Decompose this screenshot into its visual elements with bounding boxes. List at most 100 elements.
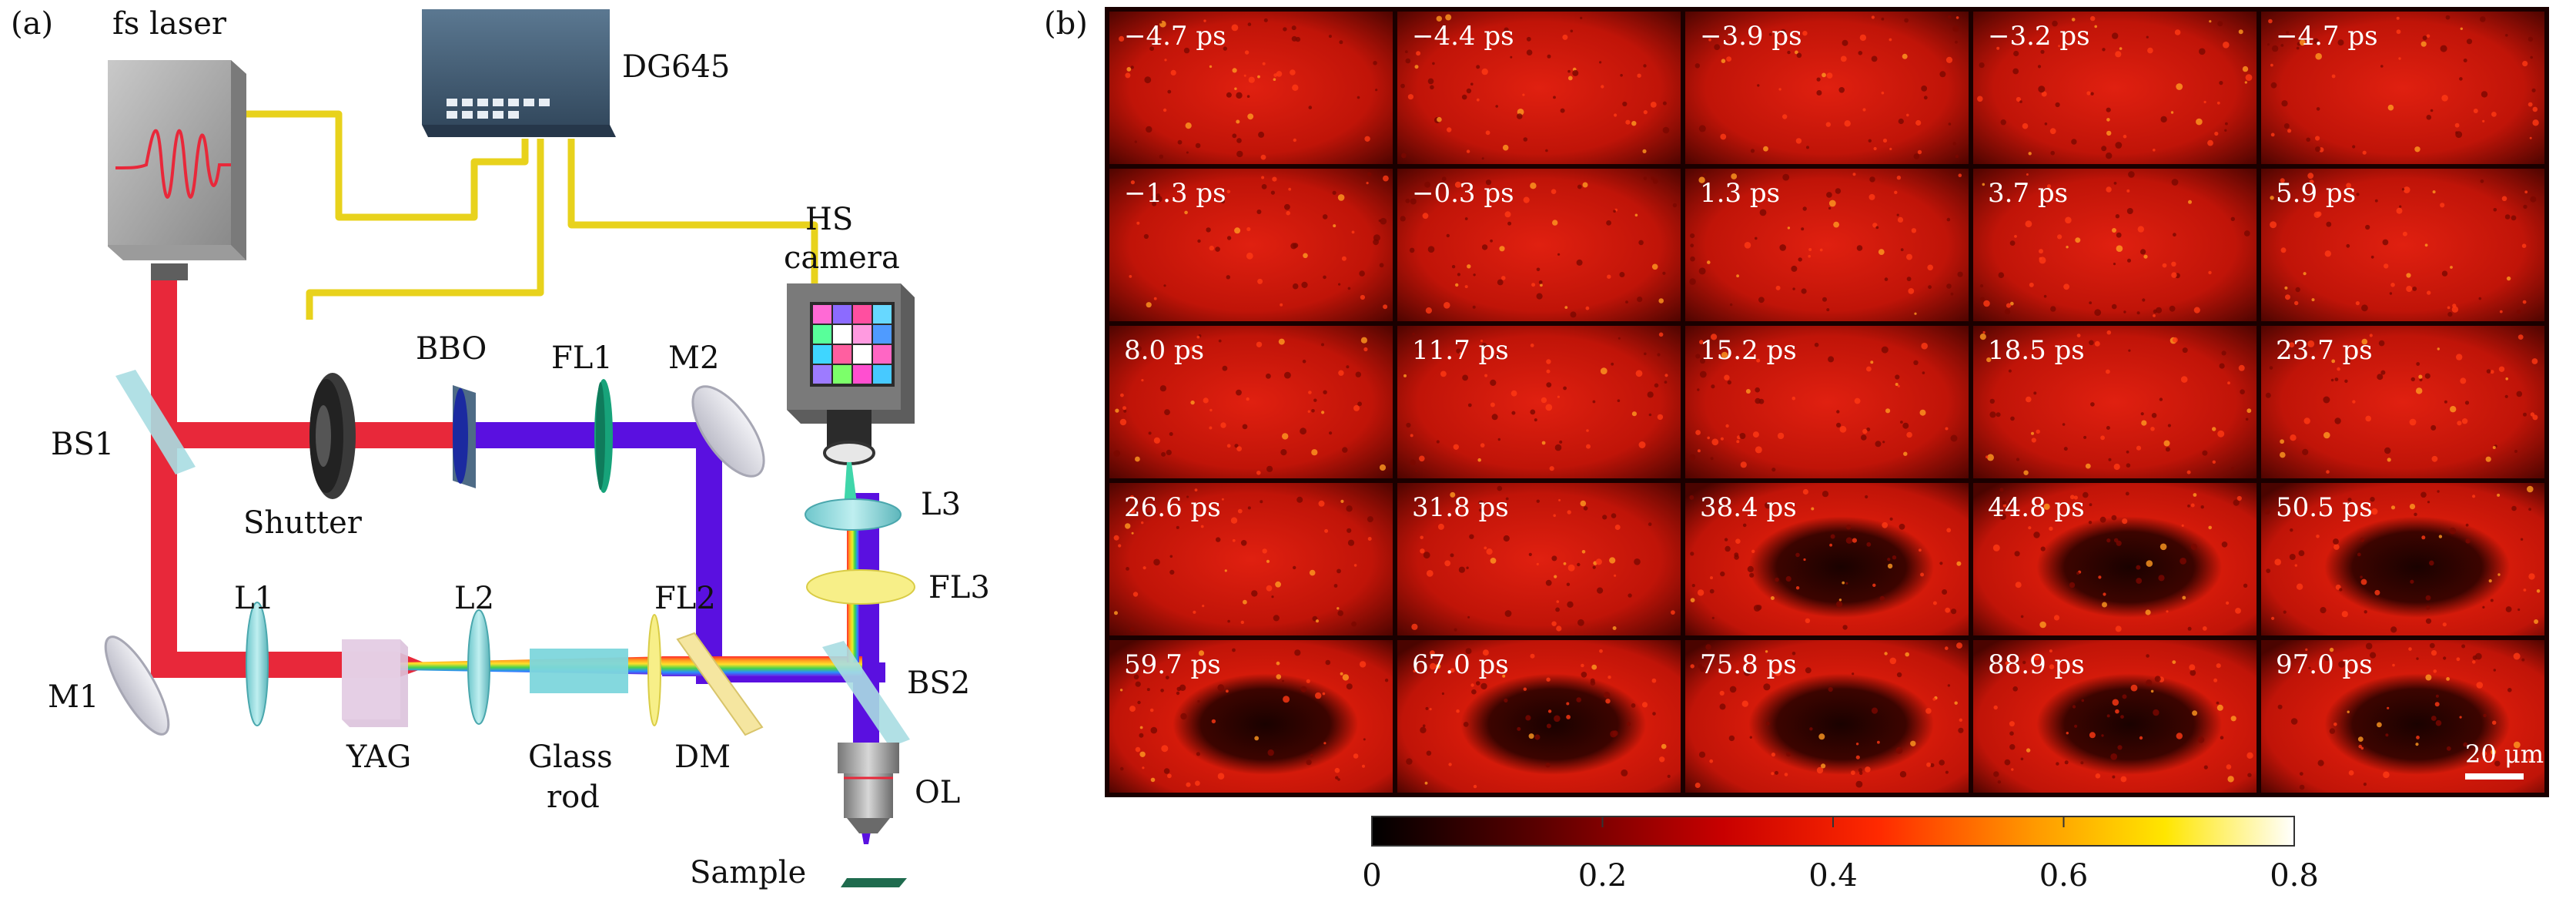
frame-19: 44.8 ps [1969, 478, 2261, 640]
dg645: DG645 [422, 9, 730, 137]
frame-time-label: −1.3 ps [1124, 178, 1226, 209]
colorbar-tick-label: 0.8 [2270, 858, 2319, 894]
frame-time-label: −3.2 ps [1988, 21, 2090, 52]
l1: L1 [234, 581, 274, 726]
frame-time-label: 44.8 ps [1988, 492, 2085, 523]
colorbar-ticks: 0 0.2 0.4 0.6 0.8 [1362, 816, 2319, 894]
frame-6: −1.3 ps [1105, 164, 1397, 326]
frame-time-label: 5.9 ps [2276, 178, 2356, 209]
hs-camera-label-line2: camera [784, 240, 900, 276]
frame-23: 75.8 ps [1681, 635, 1973, 797]
frame-17: 31.8 ps [1393, 478, 1685, 640]
ol: OL [838, 743, 960, 833]
frame-grid: −4.7 ps −4.4 ps −3.9 ps −3.2 ps −4.7 ps −1.3 … [1105, 7, 2549, 797]
frame-time-label: −4.7 ps [2276, 21, 2378, 52]
fl2: FL2 [647, 581, 716, 726]
colorbar-tick-label: 0.6 [2039, 858, 2089, 894]
fs-laser-label: fs laser [112, 6, 227, 42]
red-beam [151, 280, 460, 678]
m1: M1 [48, 635, 170, 736]
frame-time-label: 88.9 ps [1988, 649, 2085, 680]
frame-14: 18.5 ps [1969, 321, 2261, 483]
glass-rod-label-line2: rod [547, 780, 600, 815]
cables [245, 110, 818, 320]
frame-time-label: 75.8 ps [1700, 649, 1797, 680]
frame-time-label: −3.9 ps [1700, 21, 1802, 52]
colorbar: 0 0.2 0.4 0.6 0.8 [1362, 816, 2319, 894]
colorbar-tick-label: 0 [1362, 858, 1381, 894]
fl3: FL3 [806, 569, 990, 605]
frame-3: −3.9 ps [1681, 7, 1973, 169]
bs2: BS2 [822, 641, 970, 747]
frame-24: 88.9 ps [1969, 635, 2261, 797]
yag: YAG [342, 639, 411, 775]
frame-time-label: 18.5 ps [1988, 335, 2085, 366]
shutter: Shutter [243, 373, 363, 541]
bs1: BS1 [51, 370, 196, 474]
l3: L3 [805, 487, 961, 531]
frame-2: −4.4 ps [1393, 7, 1685, 169]
frame-time-label: 59.7 ps [1124, 649, 1221, 680]
frame-8: 1.3 ps [1681, 164, 1973, 326]
fl2-label: FL2 [654, 581, 716, 616]
fl1: FL1 [551, 340, 613, 493]
frame-time-label: 31.8 ps [1412, 492, 1509, 523]
sample: Sample [690, 855, 907, 890]
colorbar-tick-label: 0.2 [1578, 858, 1628, 894]
bs2-label: BS2 [907, 666, 970, 701]
frame-9: 3.7 ps [1969, 164, 2261, 326]
m2-label: M2 [668, 340, 719, 376]
frame-time-label: −4.7 ps [1124, 21, 1226, 52]
frame-time-label: 38.4 ps [1700, 492, 1797, 523]
frame-time-label: 97.0 ps [2276, 649, 2373, 680]
frame-time-label: −0.3 ps [1412, 178, 1514, 209]
frame-time-label: −4.4 ps [1412, 21, 1514, 52]
dm: DM [674, 632, 764, 775]
frame-time-label: 8.0 ps [1124, 335, 1204, 366]
shutter-label: Shutter [243, 505, 363, 541]
fl3-label: FL3 [928, 570, 990, 605]
panel-a-label: (a) [11, 6, 53, 42]
frame-5: −4.7 ps [2257, 7, 2549, 169]
frame-16: 26.6 ps [1105, 478, 1397, 640]
l2-label: L2 [454, 581, 494, 616]
frame-time-label: 50.5 ps [2276, 492, 2373, 523]
ol-label: OL [915, 775, 960, 810]
fl1-label: FL1 [551, 340, 613, 376]
hs-camera-label-line1: HS [805, 202, 853, 237]
panel-b-label: (b) [1044, 6, 1088, 42]
blue-beam [453, 422, 885, 844]
m1-label: M1 [48, 679, 99, 715]
frame-time-label: 26.6 ps [1124, 492, 1221, 523]
frame-time-label: 23.7 ps [2276, 335, 2373, 366]
camera-input-beam [844, 462, 858, 508]
frame-time-label: 3.7 ps [1988, 178, 2068, 209]
l1-label: L1 [234, 581, 274, 616]
colorbar-tick-label: 0.4 [1808, 858, 1858, 894]
glass-rod: Glass rod [528, 649, 628, 815]
frame-time-label: 67.0 ps [1412, 649, 1509, 680]
bbo-label: BBO [416, 331, 487, 367]
sample-label: Sample [690, 855, 806, 890]
l2: L2 [454, 581, 494, 725]
scale-bar: 20 μm [2465, 739, 2544, 780]
frame-20: 50.5 ps [2257, 478, 2549, 640]
frame-4: −3.2 ps [1969, 7, 2261, 169]
frame-time-label: 15.2 ps [1700, 335, 1797, 366]
frame-12: 11.7 ps [1393, 321, 1685, 483]
dg645-label: DG645 [622, 49, 730, 85]
frame-22: 67.0 ps [1393, 635, 1685, 797]
frame-time-label: 11.7 ps [1412, 335, 1509, 366]
camera-sensor-grid [810, 302, 895, 387]
frame-10: 5.9 ps [2257, 164, 2549, 326]
frame-18: 38.4 ps [1681, 478, 1973, 640]
bs1-label: BS1 [51, 427, 114, 462]
frame-21: 59.7 ps [1105, 635, 1397, 797]
m2: M2 [668, 340, 765, 478]
fs-laser: fs laser [108, 6, 246, 280]
frame-time-label: 1.3 ps [1700, 178, 1780, 209]
scale-bar-label: 20 μm [2465, 739, 2544, 769]
bbo: BBO [416, 331, 487, 488]
frame-11: 8.0 ps [1105, 321, 1397, 483]
